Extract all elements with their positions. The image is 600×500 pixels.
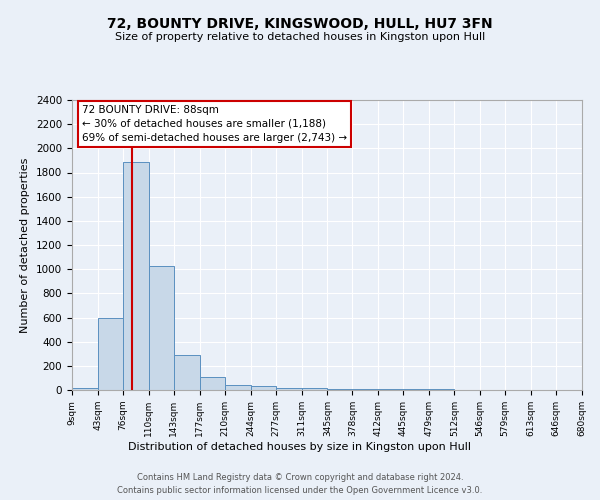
Bar (328, 388, 352, 390)
Y-axis label: Number of detached properties: Number of detached properties (20, 158, 31, 332)
Bar (379, 389, 403, 390)
Bar (251, 386, 275, 390)
Bar (275, 388, 302, 390)
Bar (225, 384, 251, 390)
Bar (174, 355, 200, 390)
Bar (302, 388, 328, 390)
Bar (123, 162, 149, 390)
Bar (200, 376, 225, 390)
Bar (149, 266, 174, 390)
Text: Size of property relative to detached houses in Kingston upon Hull: Size of property relative to detached ho… (115, 32, 485, 42)
Text: Contains HM Land Registry data © Crown copyright and database right 2024.: Contains HM Land Registry data © Crown c… (137, 472, 463, 482)
Text: Distribution of detached houses by size in Kingston upon Hull: Distribution of detached houses by size … (128, 442, 472, 452)
Text: Contains public sector information licensed under the Open Government Licence v3: Contains public sector information licen… (118, 486, 482, 495)
Text: 72 BOUNTY DRIVE: 88sqm
← 30% of detached houses are smaller (1,188)
69% of semi-: 72 BOUNTY DRIVE: 88sqm ← 30% of detached… (82, 105, 347, 143)
Text: 72, BOUNTY DRIVE, KINGSWOOD, HULL, HU7 3FN: 72, BOUNTY DRIVE, KINGSWOOD, HULL, HU7 3… (107, 18, 493, 32)
Bar (98, 318, 123, 390)
Bar (352, 389, 379, 390)
Bar (72, 388, 98, 390)
